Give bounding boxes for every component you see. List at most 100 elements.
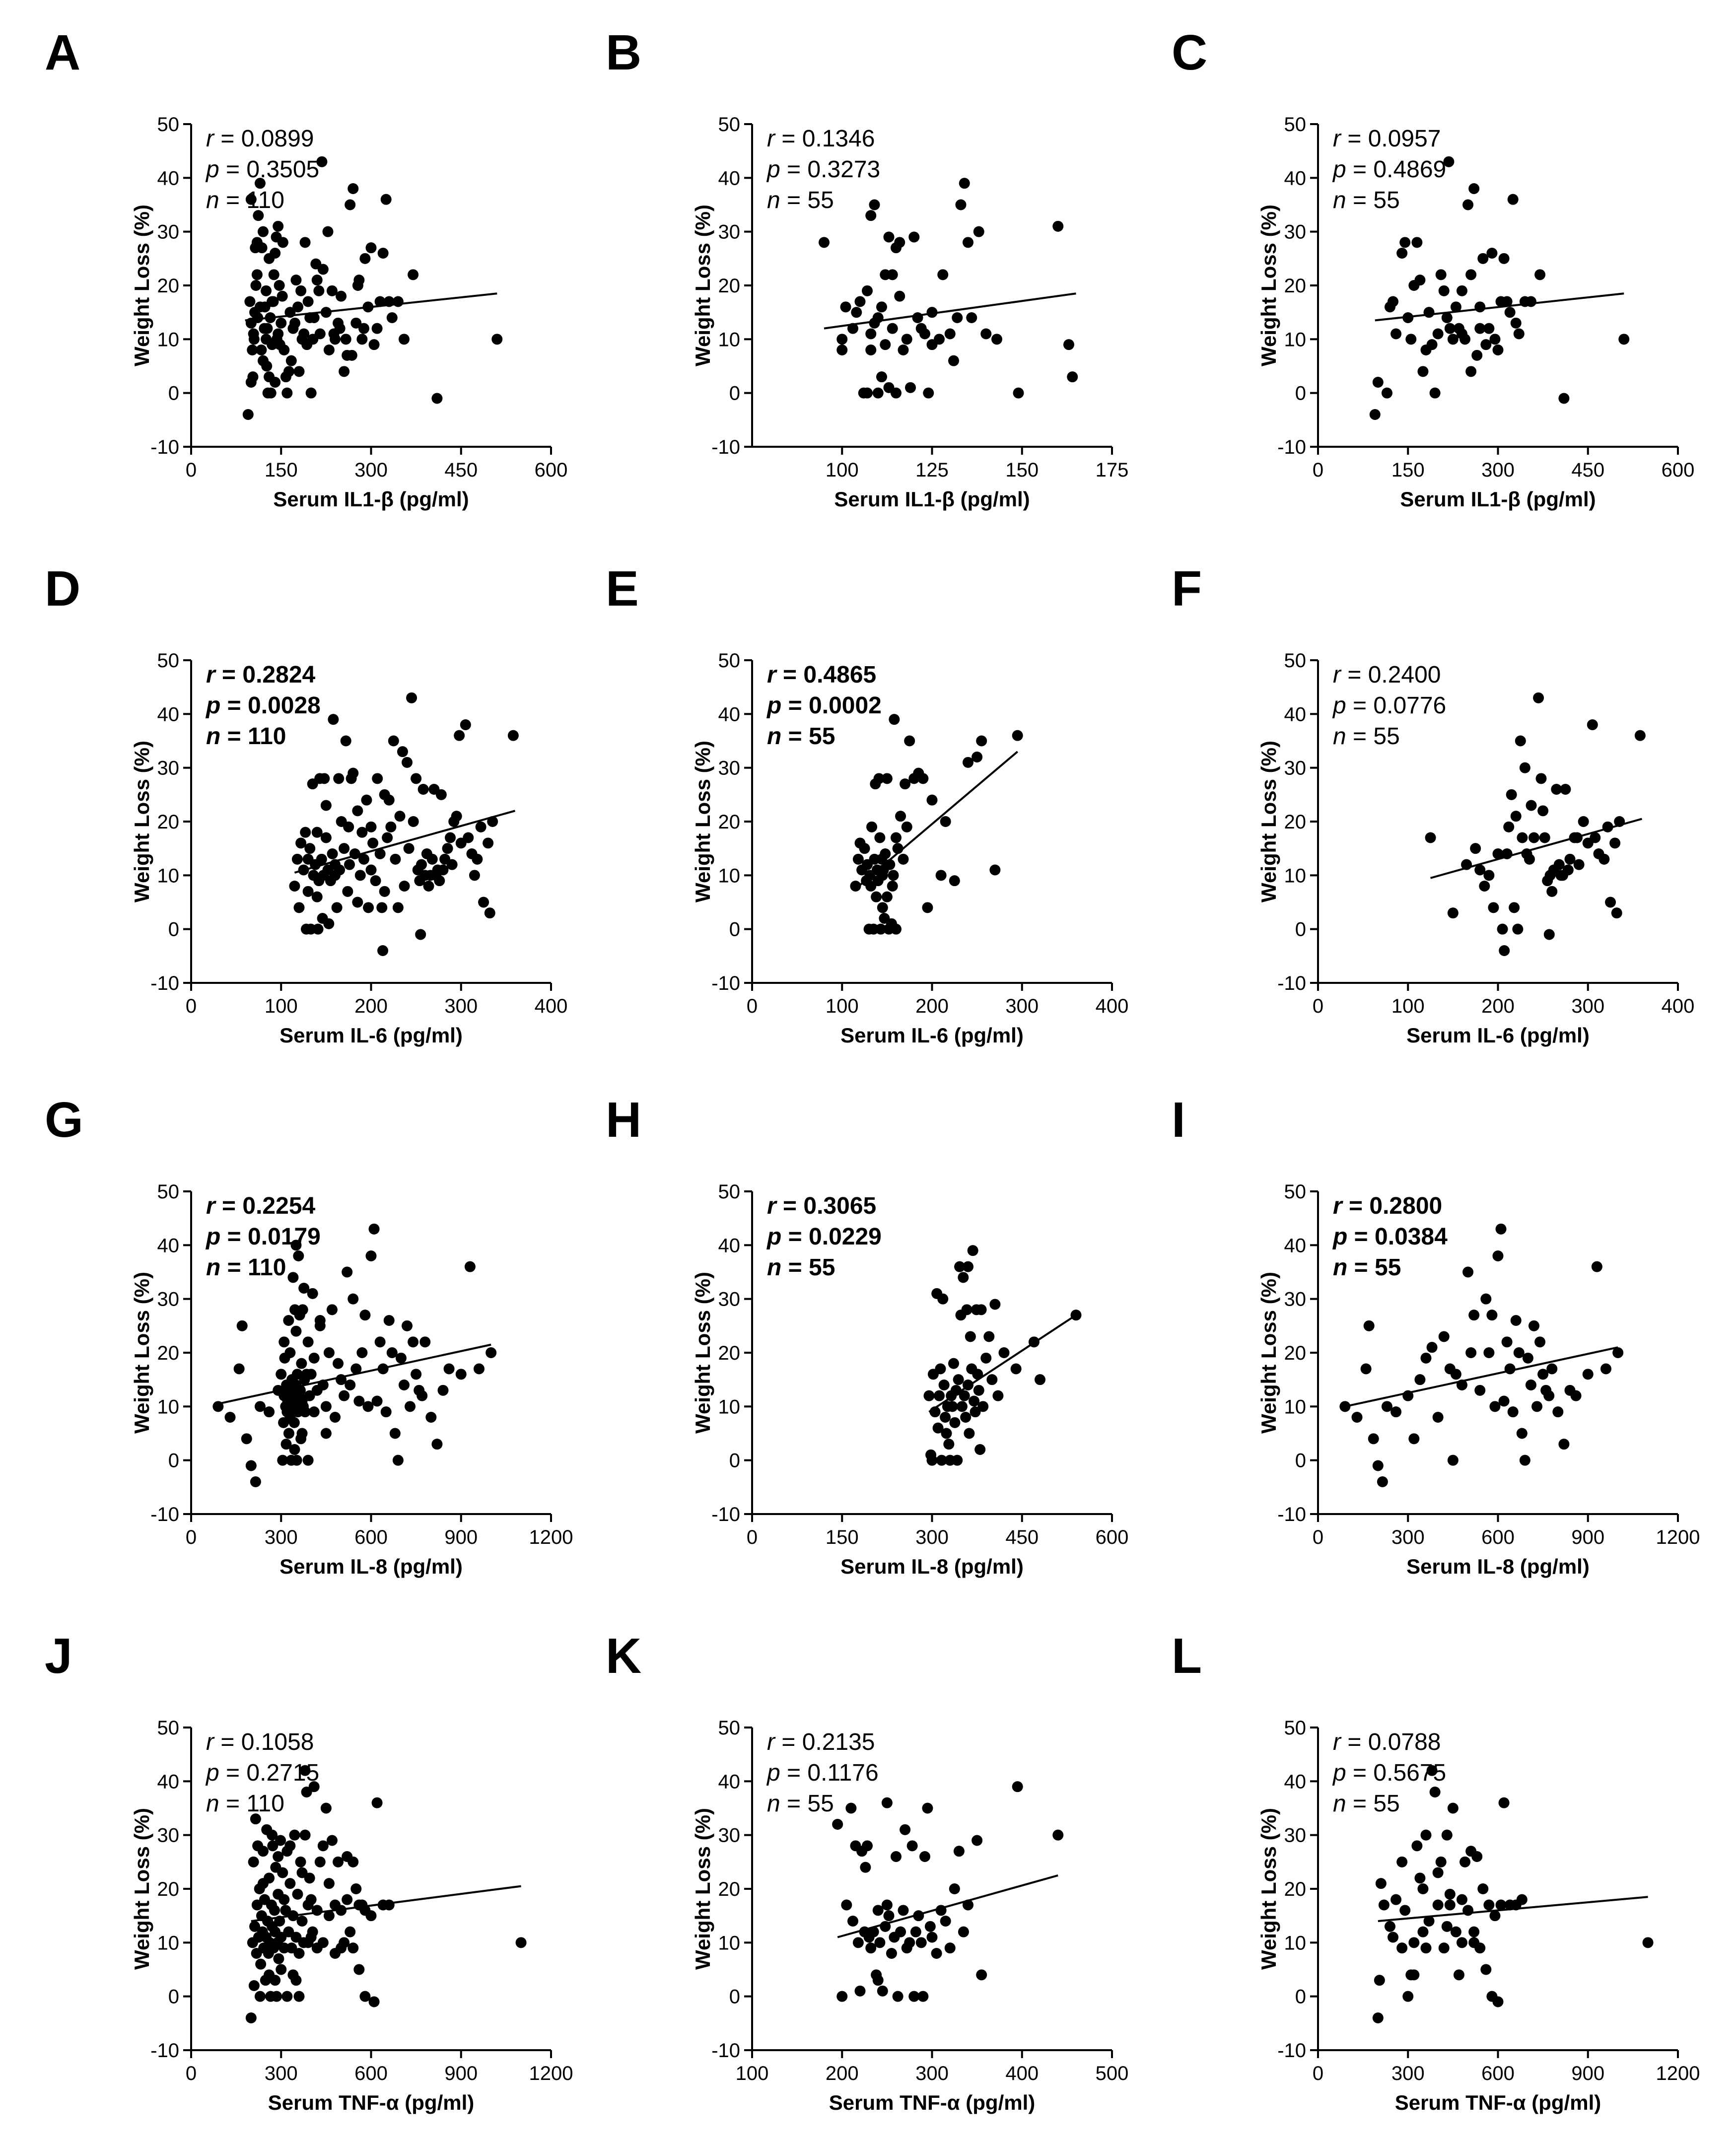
data-point <box>236 1320 248 1331</box>
data-point <box>241 1433 252 1445</box>
stat-r-value: 0.2800 <box>1369 1193 1442 1219</box>
data-point <box>1573 859 1585 870</box>
data-point <box>320 1802 332 1814</box>
y-tick-label: -10 <box>711 1504 740 1525</box>
data-point <box>1429 387 1441 399</box>
data-point <box>392 902 404 913</box>
data-point <box>852 853 864 865</box>
data-point <box>431 393 443 404</box>
stat-n-value: 110 <box>248 723 286 750</box>
x-axis-title: Serum TNF-α (pg/ml) <box>829 2091 1035 2114</box>
data-point <box>311 1942 323 1954</box>
data-point <box>1450 1369 1461 1380</box>
regression-line <box>1378 1896 1648 1922</box>
data-point <box>1067 371 1078 383</box>
stat-p-symbol: p <box>205 692 220 719</box>
data-point <box>343 821 354 832</box>
data-point <box>377 945 389 956</box>
data-point <box>1426 1342 1438 1353</box>
panel-D: D -10 0 10 20 30 40 50 0 100 200 300 400 Serum IL-6 (… <box>20 556 567 1072</box>
data-point <box>277 1867 288 1878</box>
y-tick-label: 0 <box>168 1450 179 1472</box>
data-point <box>302 296 314 307</box>
y-tick-label: 10 <box>1284 329 1307 350</box>
data-point <box>1611 907 1622 919</box>
data-point <box>1560 784 1571 795</box>
stat-r-value: 0.2824 <box>242 662 315 688</box>
data-point <box>874 1937 886 1948</box>
y-tick-label: -10 <box>1277 436 1306 458</box>
data-point <box>937 269 949 280</box>
scatter-plot-B: B -10 0 10 20 30 40 50 100 125 150 175 Serum IL1-β (… <box>606 25 1128 511</box>
data-point <box>1492 1996 1504 2007</box>
data-point <box>895 1926 906 1937</box>
data-point <box>334 323 346 334</box>
data-point <box>1390 1894 1402 1905</box>
regression-line <box>928 1314 1077 1413</box>
data-point <box>359 1991 371 2002</box>
stat-n-equals: = <box>219 1791 247 1817</box>
stat-r-symbol: r <box>767 662 777 688</box>
data-point <box>851 307 862 318</box>
data-point <box>445 832 456 843</box>
data-point <box>931 1948 942 1959</box>
panel-label: J <box>45 1628 72 1684</box>
x-axis-title: Serum IL-6 (pg/ml) <box>279 1024 463 1047</box>
data-point <box>350 1363 362 1375</box>
stat-r-symbol: r <box>206 1193 216 1219</box>
data-point <box>910 1926 921 1937</box>
y-tick-label: -10 <box>711 436 740 458</box>
y-tick-label: 40 <box>1284 703 1307 725</box>
data-point <box>333 1358 344 1369</box>
data-point <box>865 328 877 340</box>
y-tick-label: 40 <box>157 167 180 189</box>
x-tick-label: 600 <box>1481 2063 1515 2084</box>
stat-n: n = 55 <box>1333 1254 1401 1281</box>
y-axis-title: Weight Loss (%) <box>130 205 153 366</box>
data-point <box>365 242 377 254</box>
y-tick-label: 10 <box>157 329 180 350</box>
stat-r: r = 0.0788 <box>1333 1729 1441 1755</box>
y-tick-label: 10 <box>718 865 741 887</box>
data-point <box>1609 837 1621 849</box>
data-point <box>259 301 271 313</box>
data-point <box>342 1894 353 1905</box>
y-tick-label: 50 <box>1284 1181 1307 1203</box>
stat-p-value: 0.1176 <box>807 1760 878 1786</box>
stat-r: r = 0.0957 <box>1333 126 1441 152</box>
stat-p: p = 0.0002 <box>766 692 882 719</box>
y-tick-label: 0 <box>1295 1986 1306 2008</box>
x-tick-label: 100 <box>1391 995 1425 1017</box>
x-axis-title: Serum IL1-β (pg/ml) <box>273 487 469 511</box>
data-point <box>344 859 355 870</box>
y-tick-label: 20 <box>1284 1878 1307 1900</box>
data-point <box>1444 323 1456 334</box>
data-point <box>877 902 888 913</box>
y-tick-label: 50 <box>718 1717 741 1739</box>
data-point <box>854 296 866 307</box>
data-point <box>346 349 357 361</box>
data-point <box>872 1905 884 1916</box>
stat-p-equals: = <box>780 1760 808 1786</box>
data-point <box>891 923 902 935</box>
data-point <box>1459 1856 1471 1867</box>
y-tick-label: 40 <box>718 703 741 725</box>
panel-label: F <box>1172 561 1202 617</box>
data-point <box>323 1910 335 1922</box>
data-point <box>402 1320 413 1331</box>
data-point <box>273 1851 284 1862</box>
data-point <box>972 752 983 762</box>
stat-p-symbol: p <box>1332 156 1346 183</box>
data-point <box>1441 1921 1453 1932</box>
x-tick-label: 400 <box>1096 995 1129 1017</box>
data-point <box>284 1878 296 1889</box>
stat-r-value: 0.2135 <box>802 1729 875 1755</box>
data-point <box>862 387 873 399</box>
stat-p-value: 0.0776 <box>1373 692 1446 719</box>
data-point <box>1590 832 1601 843</box>
data-point <box>836 345 848 355</box>
regression-line <box>245 292 497 322</box>
stat-n-symbol: n <box>767 1791 780 1817</box>
stat-r-equals: = <box>776 1193 804 1219</box>
stat-n-symbol: n <box>1333 1254 1347 1281</box>
